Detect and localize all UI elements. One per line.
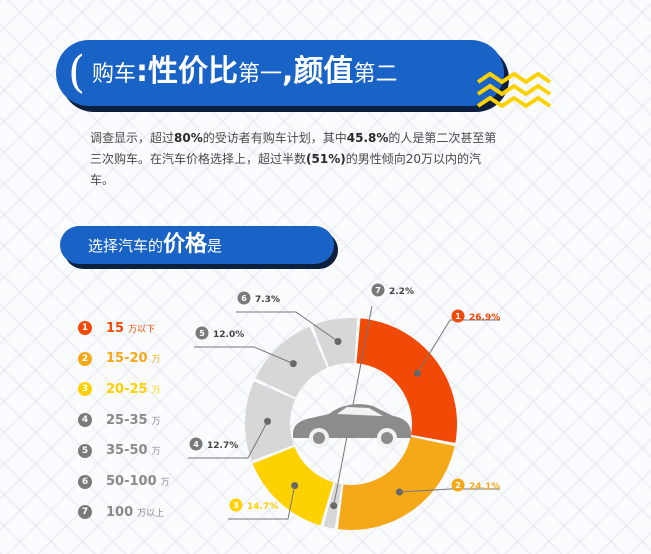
label-badge	[451, 478, 465, 492]
label-badge	[195, 326, 209, 340]
data-label: 2.2%	[389, 287, 414, 297]
legend-item: 2 15-20 万	[78, 349, 161, 369]
data-label: 14.7%	[247, 502, 278, 512]
label-badge-number: 7	[375, 286, 381, 295]
legend-range: 15-20	[106, 351, 148, 367]
label-badge-number: 5	[199, 329, 205, 338]
data-label: 24.1%	[469, 482, 500, 492]
legend-item: 4 25-35 万	[78, 410, 161, 430]
legend-number-badge: 5	[78, 443, 92, 458]
title-banner	[56, 40, 504, 106]
section-title-part-2: 价格	[163, 232, 208, 257]
section-title: 选择汽车的价格是	[88, 229, 222, 262]
donut-slice	[356, 318, 458, 443]
title-part-1: 购车	[92, 62, 137, 87]
legend-item: 1 15 万以下	[78, 318, 155, 338]
label-badge	[371, 283, 385, 297]
legend-number-badge: 3	[78, 382, 92, 397]
title-part-2: 性价比	[148, 54, 239, 89]
label-badge-number: 3	[233, 501, 239, 510]
label-badge	[229, 498, 243, 512]
leader-line	[228, 485, 296, 520]
label-badge-number: 2	[455, 481, 461, 490]
intro-highlight-1: 80%	[174, 131, 203, 145]
legend-range: 20-25	[106, 381, 148, 397]
leader-line	[194, 346, 294, 365]
title-part-3: 第一	[238, 62, 283, 87]
label-badge-number: 6	[241, 294, 247, 303]
label-badge	[237, 291, 251, 305]
label-badge	[189, 437, 203, 451]
bracket-icon: (	[68, 47, 86, 98]
donut-slice	[337, 436, 455, 530]
intro-text-1: 调查显示，超过	[90, 131, 175, 145]
legend-unit: 万	[160, 478, 170, 488]
legend-range: 15	[106, 320, 125, 336]
leader-line	[399, 488, 500, 493]
intro-paragraph: 调查显示，超过80%的受访者有购车计划，其中45.8%的人是第二次甚至第三次购车…	[90, 128, 500, 191]
legend-number-badge: 4	[78, 413, 92, 428]
data-label: 12.7%	[207, 441, 238, 451]
intro-text-4: 的男性倾向20万以内的汽车。	[90, 152, 481, 187]
data-labels: 2 24.1% 1 26.9% 6 7.3% 5 12.0% 4 12.7% 3 14.7% 7 2.2%	[189, 283, 500, 512]
section-title-part-3: 是	[207, 237, 223, 255]
legend-unit: 万以下	[128, 324, 156, 335]
legend-number-badge: 6	[78, 474, 92, 489]
legend-number-badge: 2	[78, 351, 92, 366]
legend-unit: 万	[151, 385, 161, 396]
data-label: 7.3%	[255, 295, 280, 305]
legend-item: 7 100 万以上	[78, 502, 164, 522]
leader-line	[188, 421, 268, 459]
page-title: 购车:性价比第一,颜值第二	[92, 52, 397, 96]
zigzag-decoration-icon	[476, 72, 552, 109]
title-separator: :	[136, 54, 149, 89]
legend-unit: 万	[151, 355, 161, 366]
legend-range: 25-35	[106, 412, 148, 428]
legend-number-badge: 7	[78, 505, 92, 520]
legend-unit: 万	[151, 416, 161, 427]
section-title-part-1: 选择汽车的	[88, 237, 164, 255]
legend-range: 50-100	[106, 474, 157, 489]
title-part-4: 颜值	[293, 54, 354, 89]
leader-line	[416, 319, 500, 374]
legend-unit: 万以上	[137, 508, 165, 519]
legend-number-badge: 1	[78, 321, 92, 335]
title-separator-2: ,	[282, 54, 294, 89]
intro-text-2: 的受访者有购车计划，其中	[202, 131, 347, 145]
legend-item: 6 50-100 万	[78, 472, 170, 492]
legend-unit: 万	[151, 447, 161, 458]
leader-line	[236, 311, 339, 342]
legend-item: 3 20-25 万	[78, 379, 161, 399]
legend-range: 35-50	[106, 443, 148, 459]
title-part-5: 第二	[353, 62, 398, 87]
intro-highlight-3: (51%)	[306, 152, 346, 166]
data-label: 12.0%	[213, 330, 244, 340]
section-banner	[60, 226, 334, 264]
intro-text-3: 的人是第二次甚至第三次购车。在汽车价格选择上，超过半数	[90, 131, 497, 166]
legend-range: 100	[106, 504, 134, 520]
car-icon	[293, 404, 411, 448]
label-badge	[451, 309, 465, 323]
label-badge-number: 1	[455, 312, 461, 321]
data-label: 26.9%	[469, 313, 500, 323]
legend-item: 5 35-50 万	[78, 441, 161, 461]
intro-highlight-2: 45.8%	[346, 131, 389, 145]
label-badge-number: 4	[193, 440, 199, 449]
